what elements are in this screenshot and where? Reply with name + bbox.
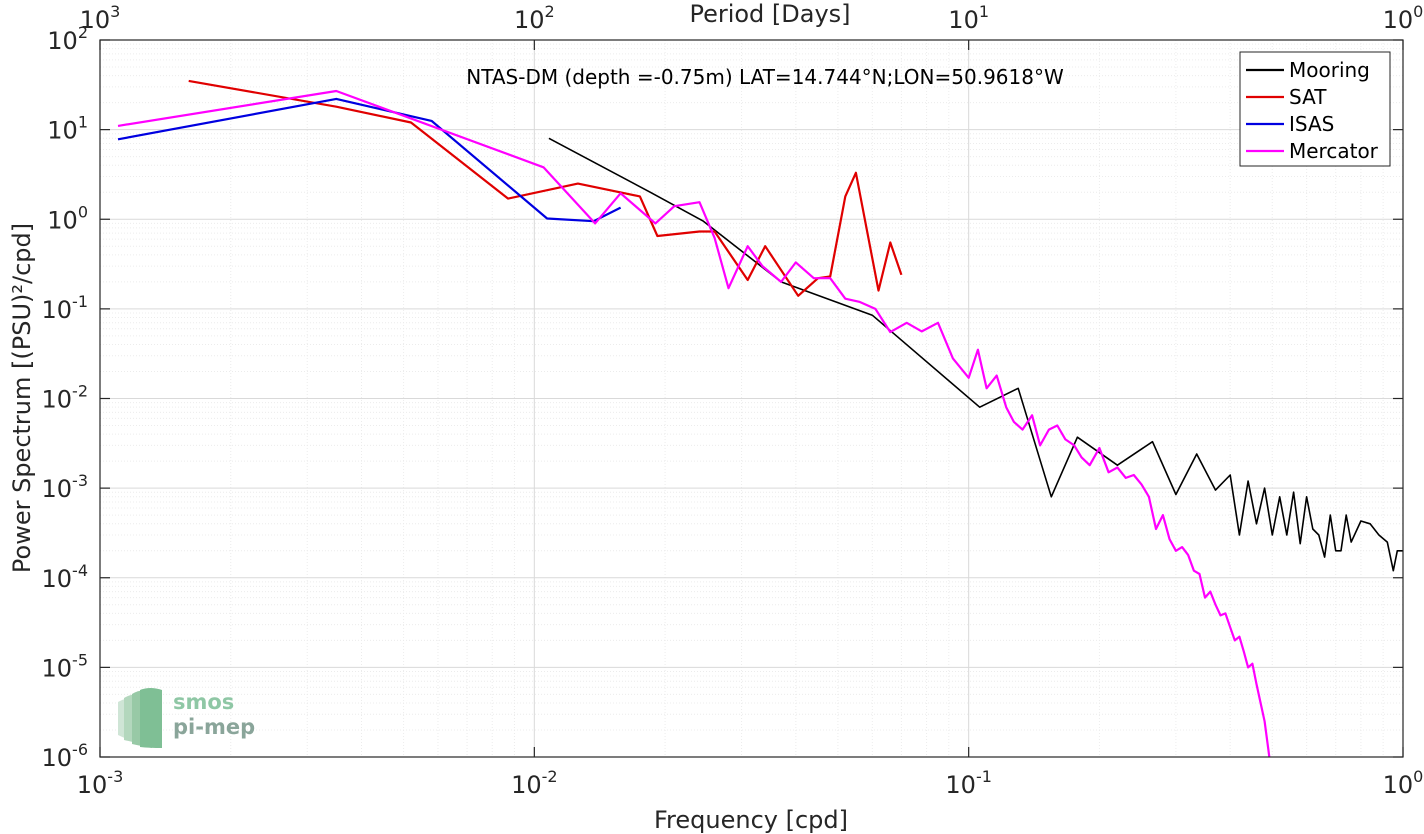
x2-tick-label: 100 — [1383, 2, 1424, 34]
x2-tick-label: 101 — [948, 2, 989, 34]
x-axis-label: Frequency [cpd] — [654, 806, 848, 834]
series-line-mercator — [117, 89, 1271, 757]
grid — [99, 39, 1404, 758]
logo-text-smos: smos — [173, 690, 234, 714]
legend: Mooring SAT ISAS Mercator — [1239, 51, 1391, 167]
y-tick-label: 100 — [47, 202, 88, 234]
y-tick-label: 102 — [47, 23, 88, 55]
y-tick-label: 10-3 — [42, 471, 89, 503]
wave-icon — [118, 688, 162, 748]
x2-tick-label: 102 — [514, 2, 555, 34]
y-tick-label: 101 — [47, 113, 88, 145]
series-lines — [117, 79, 1403, 757]
x-tick-label: 10-2 — [511, 767, 558, 799]
x-tick-label: 10-3 — [77, 767, 124, 799]
smos-logo: smos pi-mep — [118, 688, 255, 748]
logo-text-pimep: pi-mep — [173, 715, 255, 739]
y-tick-label: 10-5 — [42, 650, 89, 682]
series-line-mooring — [548, 137, 1403, 572]
series-line-sat — [188, 79, 903, 297]
y-axis-label: Power Spectrum [(PSU)²/cpd] — [8, 223, 36, 573]
series-line-isas — [117, 97, 622, 223]
y-tick-label: 10-6 — [42, 740, 89, 772]
x-tick-label: 100 — [1383, 767, 1424, 799]
y-tick-label: 10-2 — [42, 382, 89, 414]
x-tick-label: 10-1 — [945, 767, 992, 799]
legend-label: SAT — [1289, 85, 1327, 109]
x2-tick-label: 103 — [80, 2, 121, 34]
chart-title: NTAS-DM (depth =-0.75m) LAT=14.744°N;LON… — [466, 65, 1064, 89]
y-tick-label: 10-1 — [42, 292, 89, 324]
y-tick-label: 10-4 — [42, 561, 89, 593]
legend-label: Mercator — [1289, 139, 1379, 163]
x2-axis-label: Period [Days] — [689, 0, 850, 28]
legend-label: Mooring — [1289, 58, 1370, 82]
legend-label: ISAS — [1289, 112, 1334, 136]
